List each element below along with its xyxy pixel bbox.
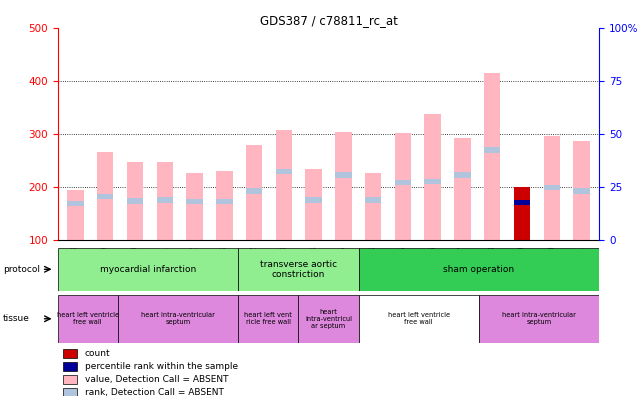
Bar — [63, 388, 77, 396]
Text: tissue: tissue — [3, 314, 30, 323]
Bar — [63, 375, 77, 384]
Bar — [238, 248, 358, 291]
Bar — [335, 172, 351, 178]
Bar — [479, 295, 599, 343]
Bar — [365, 197, 381, 202]
Bar — [118, 295, 238, 343]
Bar — [484, 147, 501, 153]
Bar — [454, 172, 470, 178]
Bar — [63, 362, 77, 371]
Text: heart
intra-ventricul
ar septum: heart intra-ventricul ar septum — [305, 309, 352, 329]
Text: heart intra-ventricular
septum: heart intra-ventricular septum — [141, 312, 215, 325]
Bar — [276, 130, 292, 240]
Bar — [276, 169, 292, 174]
Bar — [238, 295, 299, 343]
Bar — [573, 188, 590, 194]
Bar — [97, 194, 113, 199]
Bar — [544, 136, 560, 240]
Title: GDS387 / c78811_rc_at: GDS387 / c78811_rc_at — [260, 13, 397, 27]
Text: rank, Detection Call = ABSENT: rank, Detection Call = ABSENT — [85, 388, 224, 396]
Bar — [246, 145, 262, 240]
Bar — [306, 197, 322, 202]
Text: transverse aortic
constriction: transverse aortic constriction — [260, 260, 337, 279]
Bar — [358, 248, 599, 291]
Bar — [514, 187, 530, 240]
Bar — [424, 179, 441, 184]
Bar — [156, 197, 173, 202]
Bar — [58, 248, 238, 291]
Bar — [299, 295, 358, 343]
Bar — [395, 133, 411, 240]
Bar — [454, 138, 470, 240]
Bar — [187, 173, 203, 240]
Bar — [216, 171, 233, 240]
Text: heart left ventricle
free wall: heart left ventricle free wall — [56, 312, 119, 325]
Bar — [395, 180, 411, 185]
Bar — [63, 349, 77, 358]
Text: heart left vent
ricle free wall: heart left vent ricle free wall — [244, 312, 292, 325]
Bar — [58, 295, 118, 343]
Bar — [246, 188, 262, 194]
Bar — [573, 141, 590, 240]
Bar — [544, 185, 560, 190]
Bar — [306, 169, 322, 240]
Bar — [484, 73, 501, 240]
Bar — [97, 152, 113, 240]
Text: sham operation: sham operation — [444, 265, 515, 274]
Bar — [358, 295, 479, 343]
Text: value, Detection Call = ABSENT: value, Detection Call = ABSENT — [85, 375, 228, 384]
Bar — [127, 162, 143, 240]
Bar — [216, 199, 233, 204]
Bar — [67, 190, 84, 240]
Text: count: count — [85, 349, 110, 358]
Text: protocol: protocol — [3, 265, 40, 274]
Bar — [514, 200, 530, 205]
Bar — [127, 198, 143, 204]
Bar — [424, 114, 441, 240]
Text: myocardial infarction: myocardial infarction — [100, 265, 196, 274]
Bar — [365, 173, 381, 240]
Text: heart left ventricle
free wall: heart left ventricle free wall — [388, 312, 450, 325]
Bar — [335, 132, 351, 240]
Bar — [187, 199, 203, 204]
Bar — [67, 201, 84, 206]
Text: percentile rank within the sample: percentile rank within the sample — [85, 362, 238, 371]
Bar — [156, 162, 173, 240]
Text: heart intra-ventricular
septum: heart intra-ventricular septum — [502, 312, 576, 325]
